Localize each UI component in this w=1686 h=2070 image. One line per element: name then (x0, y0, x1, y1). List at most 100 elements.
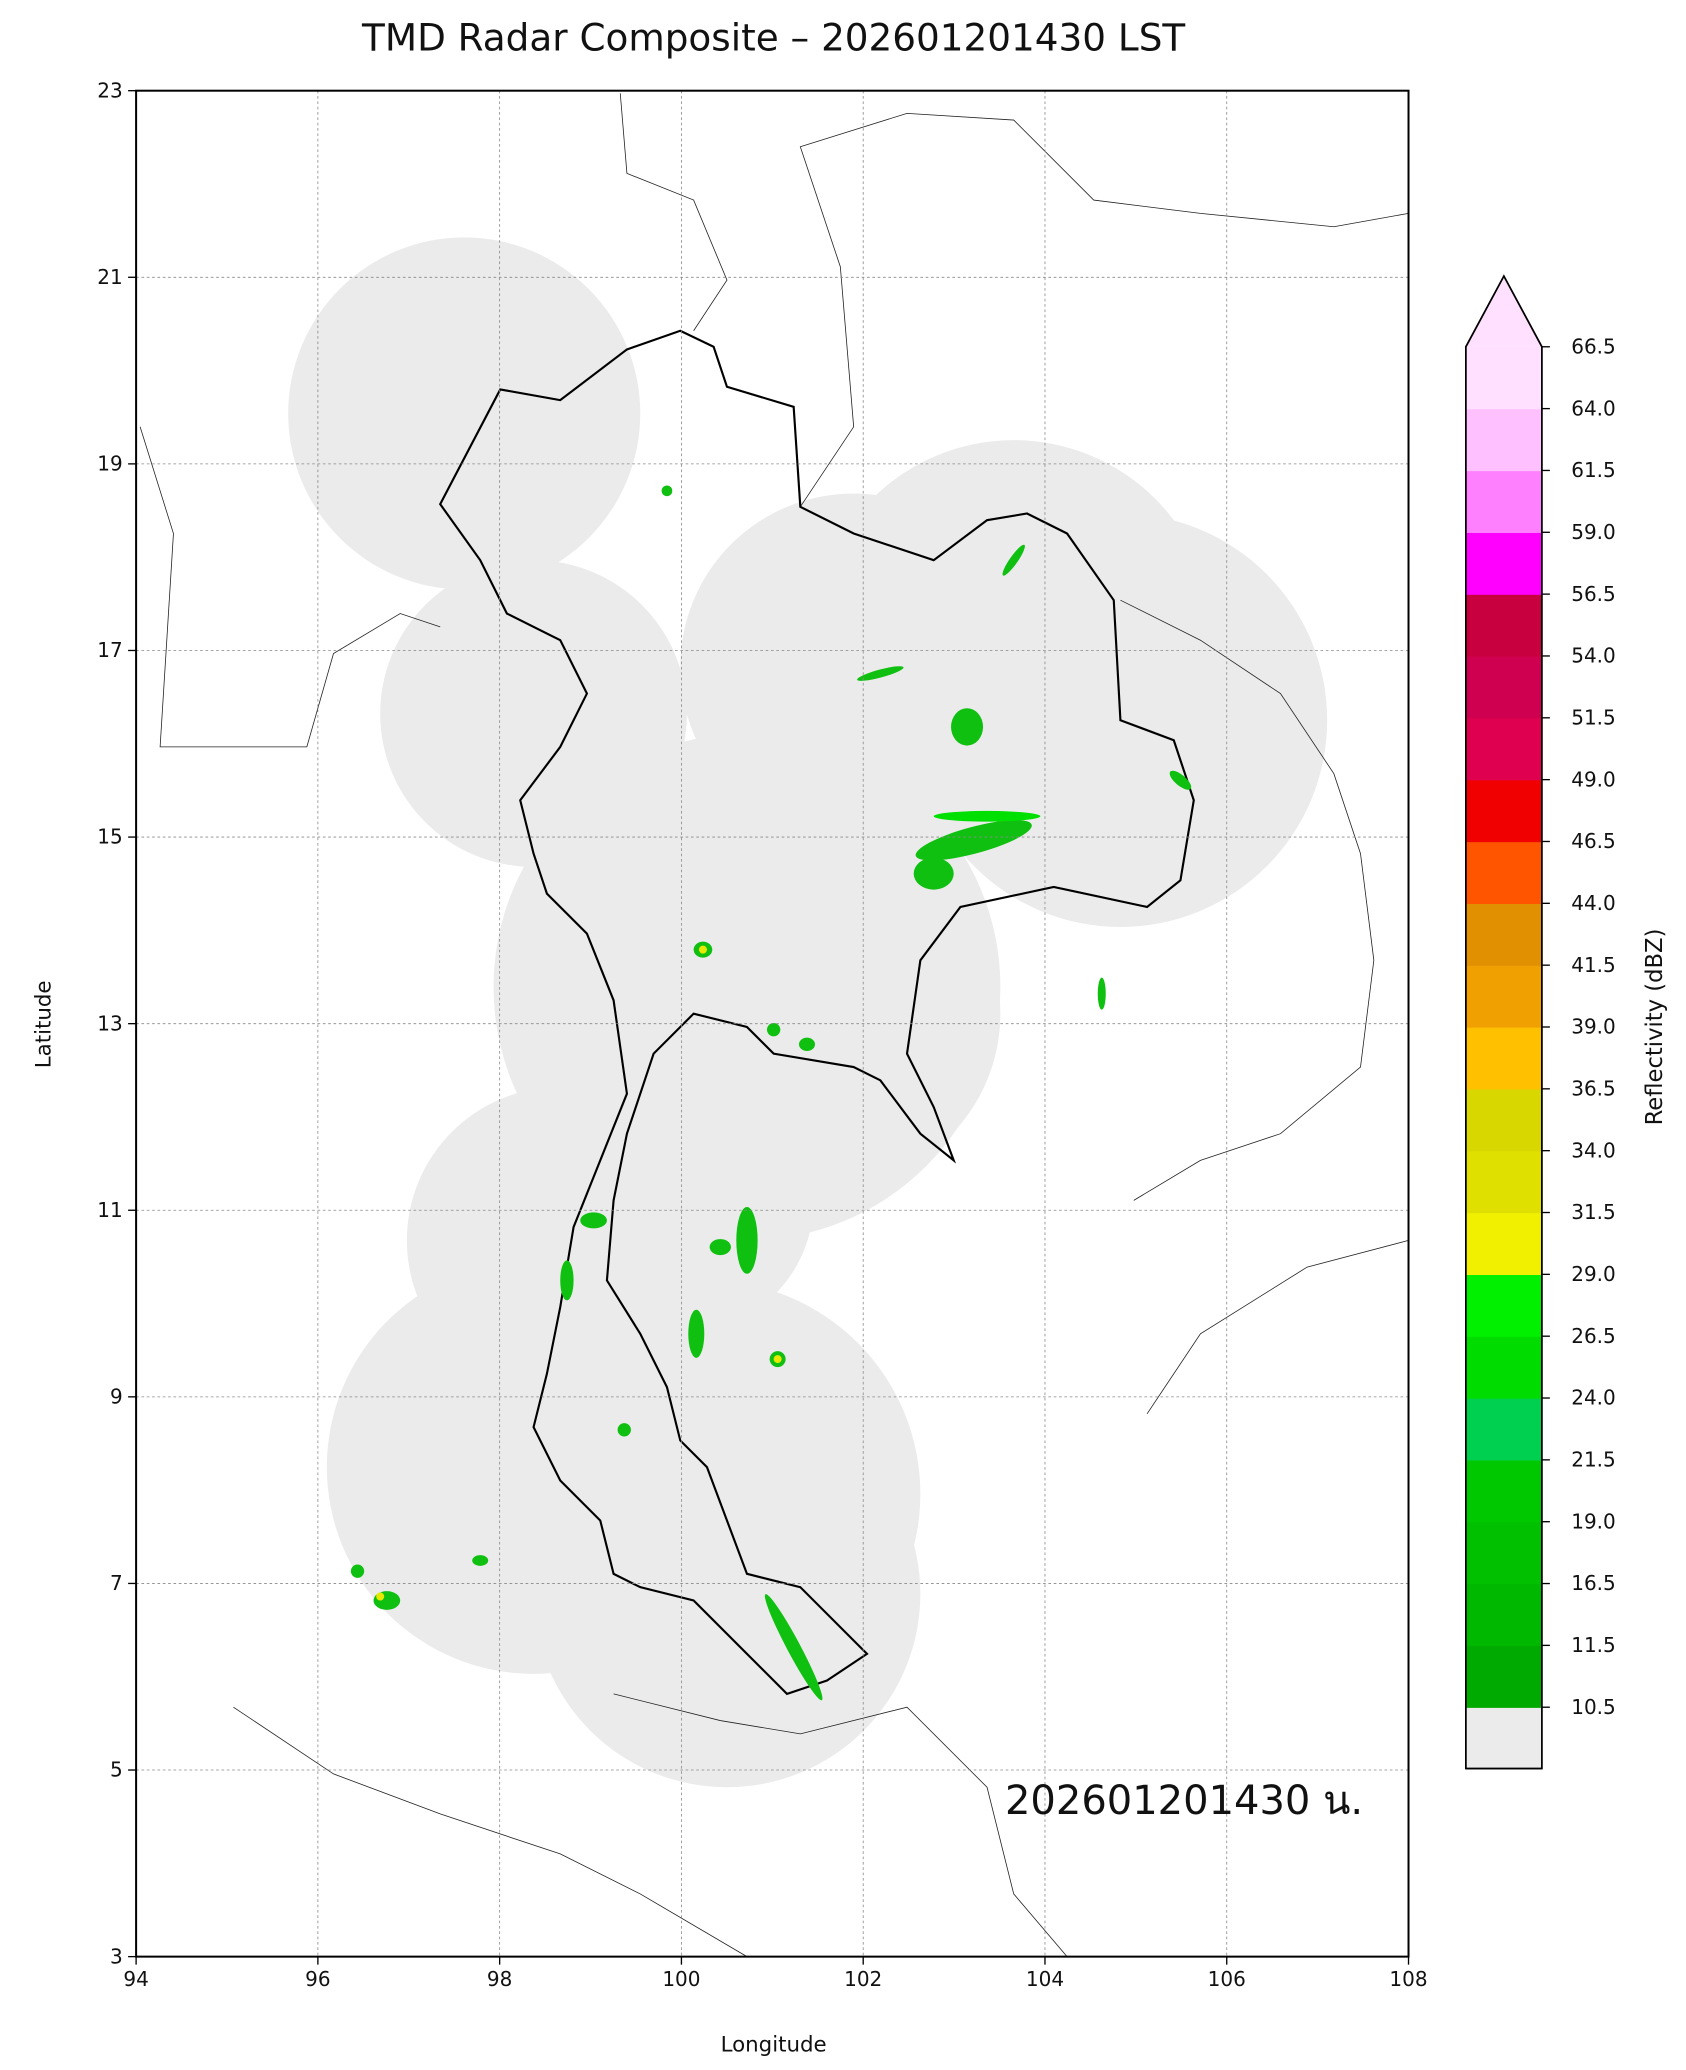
colorbar-segment (1465, 1459, 1542, 1523)
border-line (139, 426, 441, 748)
colorbar-tick-label: 41.5 (1571, 953, 1616, 977)
y-tick-label: 3 (110, 1944, 123, 1968)
y-tick-label: 23 (97, 78, 122, 102)
chart-title: TMD Radar Composite – 202601201430 LST (361, 16, 1185, 60)
colorbar-tick-label: 10.5 (1571, 1695, 1616, 1719)
colorbar-under (1465, 1707, 1542, 1769)
radar-echo (1002, 544, 1025, 576)
colorbar-segment (1465, 1026, 1542, 1090)
colorbar-tick-label: 44.0 (1571, 891, 1616, 915)
border-line (1120, 599, 1375, 1201)
x-axis-label: Longitude (721, 2032, 827, 2057)
colorbar: 10.5 11.5 16.5 19.0 21.5 24.0 26.5 29.0 31.5 34.0… (1465, 274, 1616, 1770)
colorbar-segment (1465, 1212, 1542, 1276)
colorbar-segment (1465, 532, 1542, 595)
plot-frame (135, 89, 1410, 1958)
colorbar-label: Reflectivity (dBZ) (1642, 929, 1668, 1126)
radar-echo (913, 857, 954, 890)
colorbar-tick-label: 26.5 (1571, 1324, 1616, 1348)
radar-echo (560, 1260, 574, 1301)
colorbar-tick-label: 51.5 (1571, 705, 1616, 729)
radar-echo-core (376, 1592, 385, 1601)
colorbar-tick-label: 29.0 (1571, 1262, 1616, 1286)
x-tick-label: 94 (123, 1967, 148, 1991)
radar-echo (350, 1564, 365, 1578)
radar-echo (933, 810, 1041, 822)
colorbar-segment (1465, 1274, 1542, 1337)
y-tick-label: 17 (97, 638, 122, 662)
y-tick-label: 19 (97, 452, 122, 476)
radar-echo (951, 708, 984, 746)
y-axis-label: Latitude (32, 980, 57, 1068)
map-layer (139, 93, 1409, 1957)
colorbar-tick-label: 39.0 (1571, 1015, 1616, 1039)
y-tick-label: 9 (110, 1385, 123, 1409)
radar-echo (1097, 977, 1106, 1010)
y-tick-label: 15 (97, 825, 122, 849)
colorbar-tick-label: 36.5 (1571, 1077, 1616, 1101)
colorbar-segment (1465, 1583, 1542, 1647)
colorbar-segment (1465, 408, 1542, 472)
radar-echo (472, 1555, 489, 1566)
colorbar-segment (1465, 903, 1542, 966)
x-tick-label: 98 (487, 1967, 512, 1991)
colorbar-tick-label: 49.0 (1571, 767, 1616, 791)
x-tick-label: 108 (1389, 1967, 1427, 1991)
colorbar-tick-label: 56.5 (1571, 582, 1616, 606)
coverage-circle (813, 440, 1214, 841)
timestamp-annotation: 202601201430 น. (1005, 1778, 1363, 1824)
border-line (233, 1706, 748, 1957)
colorbar-tick-label: 16.5 (1571, 1571, 1616, 1595)
coverage-circle (533, 1400, 921, 1788)
colorbar-tick-label: 59.0 (1571, 520, 1616, 544)
border-line (799, 112, 1409, 508)
colorbar-segment (1465, 1336, 1542, 1399)
y-tick-label: 21 (97, 265, 122, 289)
colorbar-segment (1465, 965, 1542, 1028)
radar-echo (766, 1022, 781, 1037)
radar-echo (857, 666, 904, 681)
neighbour-borders (139, 93, 1409, 1957)
colorbar-tick-label: 64.0 (1571, 396, 1616, 420)
colorbar-segment (1465, 779, 1542, 843)
radar-echo (915, 820, 1032, 861)
colorbar-tick-label: 34.0 (1571, 1138, 1616, 1162)
border-line (619, 93, 728, 331)
radar-echo (688, 1309, 705, 1358)
radar-echoes (350, 485, 1192, 1701)
colorbar-tick-label: 19.0 (1571, 1509, 1616, 1533)
radar-echo (617, 1423, 631, 1437)
colorbar-tick-label: 11.5 (1571, 1633, 1616, 1657)
y-tick-label: 11 (97, 1198, 122, 1222)
radar-echo (580, 1212, 607, 1229)
colorbar-segment (1465, 1645, 1542, 1708)
colorbar-tick-label: 66.5 (1571, 334, 1616, 358)
radar-echo (1169, 770, 1192, 790)
colorbar-segment (1465, 470, 1542, 533)
colorbar-segment (1465, 717, 1542, 781)
x-tick-label: 106 (1208, 1967, 1246, 1991)
colorbar-tick-label: 46.5 (1571, 829, 1616, 853)
y-tick-label: 5 (110, 1758, 123, 1782)
colorbar-tick-label: 31.5 (1571, 1200, 1616, 1224)
x-tick-label: 96 (305, 1967, 330, 1991)
colorbar-tick-label: 24.0 (1571, 1386, 1616, 1410)
y-tick-label: 7 (110, 1571, 123, 1595)
radar-echo (661, 485, 673, 497)
radar-coverage (288, 237, 1328, 1788)
colorbar-tick-label: 54.0 (1571, 644, 1616, 668)
border-line (613, 1693, 1068, 1957)
border-line (1146, 1240, 1409, 1415)
colorbar-tick-label: 61.5 (1571, 458, 1616, 482)
radar-echo (764, 1594, 823, 1701)
coverage-circle (288, 237, 641, 590)
colorbar-segment (1465, 1088, 1542, 1152)
radar-echo (736, 1207, 758, 1274)
colorbar-over (1465, 276, 1542, 347)
y-tick-label: 13 (97, 1011, 122, 1035)
x-tick-label: 104 (1026, 1967, 1064, 1991)
radar-echo-core (773, 1355, 782, 1364)
colorbar-segment (1465, 1150, 1542, 1214)
